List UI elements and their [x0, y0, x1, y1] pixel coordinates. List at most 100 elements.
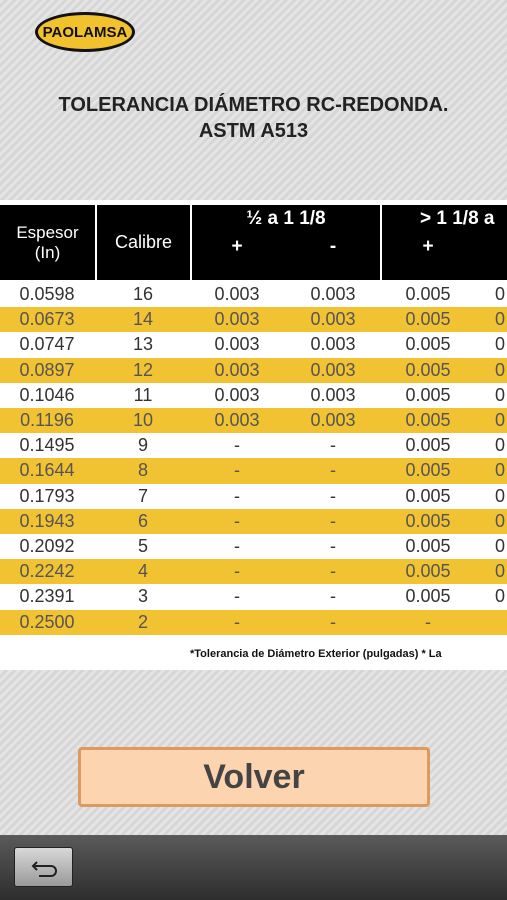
table-cell: 8 — [137, 460, 148, 481]
table-cell: 0.003 — [310, 359, 356, 380]
table-cell: 0.005 — [405, 561, 451, 582]
table-row — [0, 307, 507, 333]
table-cell: 0 — [494, 410, 505, 431]
table-cell: 0.005 — [405, 309, 451, 330]
table-cell: 0.005 — [405, 536, 451, 557]
table-cell: - — [425, 611, 431, 632]
table-cell: 0 — [494, 536, 505, 557]
title: TOLERANCIA DIÁMETRO RC-REDONDA. — [58, 94, 449, 116]
toolbar — [0, 835, 507, 900]
table-cell: 0.005 — [405, 334, 451, 355]
table-cell: 16 — [132, 284, 154, 305]
table-cell: 0.003 — [310, 410, 356, 431]
table-cell: 0.003 — [310, 284, 356, 305]
undo-button[interactable] — [14, 847, 73, 887]
table-cell: 0.005 — [405, 359, 451, 380]
table-cell: 0.1943 — [19, 510, 75, 531]
table-cell: 0.1196 — [20, 410, 74, 431]
table-cell: 0 — [494, 334, 505, 355]
table-cell: 2 — [137, 611, 148, 632]
table-row — [0, 332, 507, 358]
footnote: *Tolerancia de Diámetro Exterior (pulgad… — [190, 648, 442, 660]
table-row — [0, 357, 507, 383]
table-cell: 0.005 — [405, 384, 451, 405]
table-cell: - — [330, 435, 336, 456]
table-cell: 0.2391 — [19, 586, 75, 607]
table-cell: 0.003 — [214, 410, 260, 431]
table-cell: 0.2092 — [19, 536, 75, 557]
table-cell: 0.005 — [405, 410, 451, 431]
table-row — [0, 483, 507, 509]
table-row — [0, 534, 507, 560]
header-cell: Calibre — [97, 205, 190, 280]
table-cell: 0.003 — [310, 334, 356, 355]
table-cell: 11 — [133, 384, 153, 405]
table-row — [0, 508, 507, 534]
table-cell: - — [234, 586, 240, 607]
table-cell: 0 — [494, 384, 505, 405]
table-cell: 6 — [137, 510, 148, 531]
undo-icon — [31, 861, 57, 877]
table-cell: 0 — [494, 309, 505, 330]
table-cell: 0.005 — [405, 510, 451, 531]
header-text: + — [422, 236, 434, 257]
table-cell: - — [330, 586, 336, 607]
header-cell: Espesor (In) — [0, 205, 95, 280]
table-cell: - — [234, 611, 240, 632]
table-cell: 0.005 — [405, 460, 451, 481]
table-cell: 0.003 — [310, 309, 356, 330]
table-row — [0, 458, 507, 484]
table-cell: 0.003 — [214, 359, 260, 380]
table-cell: 0.0897 — [19, 359, 75, 380]
table-cell: 14 — [132, 309, 154, 330]
table-cell: - — [330, 460, 336, 481]
table-cell: - — [234, 510, 240, 531]
table-cell: 0 — [494, 460, 505, 481]
title: ASTM A513 — [198, 120, 309, 142]
table-cell: - — [330, 611, 336, 632]
table-cell: - — [330, 536, 336, 557]
table-cell: 0.005 — [405, 435, 451, 456]
header-text: > 1 1/8 a — [420, 208, 495, 229]
table-cell: 3 — [137, 586, 148, 607]
table-cell: - — [330, 561, 336, 582]
table-row — [0, 559, 507, 585]
table-cell: - — [234, 536, 240, 557]
table-cell: 0.003 — [214, 334, 260, 355]
table-cell: 0.0598 — [19, 284, 75, 305]
table-row — [0, 382, 507, 408]
table-row — [0, 282, 507, 308]
table-cell: - — [330, 510, 336, 531]
table-cell: - — [330, 485, 336, 506]
table-cell: 0.0673 — [19, 309, 75, 330]
table-cell: 0.0747 — [19, 334, 75, 355]
table-cell: 7 — [137, 485, 148, 506]
table-row — [0, 433, 507, 459]
table-cell: 4 — [137, 561, 148, 582]
table-row — [0, 609, 507, 635]
table-cell: 0.1793 — [19, 485, 75, 506]
table-cell: - — [234, 460, 240, 481]
table-cell: 0 — [494, 485, 505, 506]
back-button[interactable]: Volver — [78, 747, 430, 807]
table-cell: 0.003 — [214, 309, 260, 330]
header-text: ½ a 1 1/8 — [246, 208, 326, 229]
logo: PAOLAMSA — [35, 12, 135, 52]
table-cell: 0 — [494, 435, 505, 456]
table-cell: 0.003 — [214, 284, 260, 305]
table-cell: - — [234, 485, 240, 506]
table-cell: 10 — [132, 410, 154, 431]
table-cell: 12 — [132, 359, 154, 380]
table: Espesor (In) Calibre ½ a 1 1/8 + - > 1 1/8 a +… — [0, 200, 507, 670]
header-cell — [382, 205, 507, 280]
table-row — [0, 584, 507, 610]
table-cell: 0.2242 — [19, 561, 75, 582]
table-cell: 0 — [494, 284, 505, 305]
table-cell: 0.005 — [405, 284, 451, 305]
table-cell: 0.005 — [405, 485, 451, 506]
table-cell: 0 — [494, 510, 505, 531]
table-cell: 0 — [494, 586, 505, 607]
header-text: + — [231, 236, 243, 257]
table-cell: 0.1046 — [19, 384, 75, 405]
